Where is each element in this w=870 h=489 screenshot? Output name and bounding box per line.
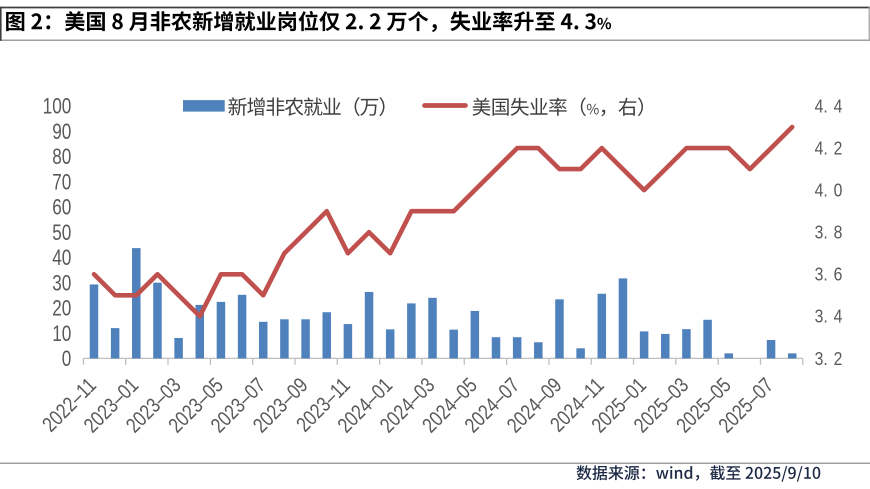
svg-text:30: 30	[52, 271, 71, 296]
svg-text:60: 60	[52, 196, 71, 221]
svg-text:20: 20	[52, 297, 71, 322]
svg-text:90: 90	[52, 120, 71, 145]
svg-text:0: 0	[62, 347, 72, 372]
svg-text:100: 100	[43, 95, 72, 120]
svg-text:70: 70	[52, 170, 71, 195]
svg-text:50: 50	[52, 221, 71, 246]
svg-text:10: 10	[52, 322, 71, 347]
svg-text:40: 40	[52, 246, 71, 271]
svg-text:80: 80	[52, 145, 71, 170]
